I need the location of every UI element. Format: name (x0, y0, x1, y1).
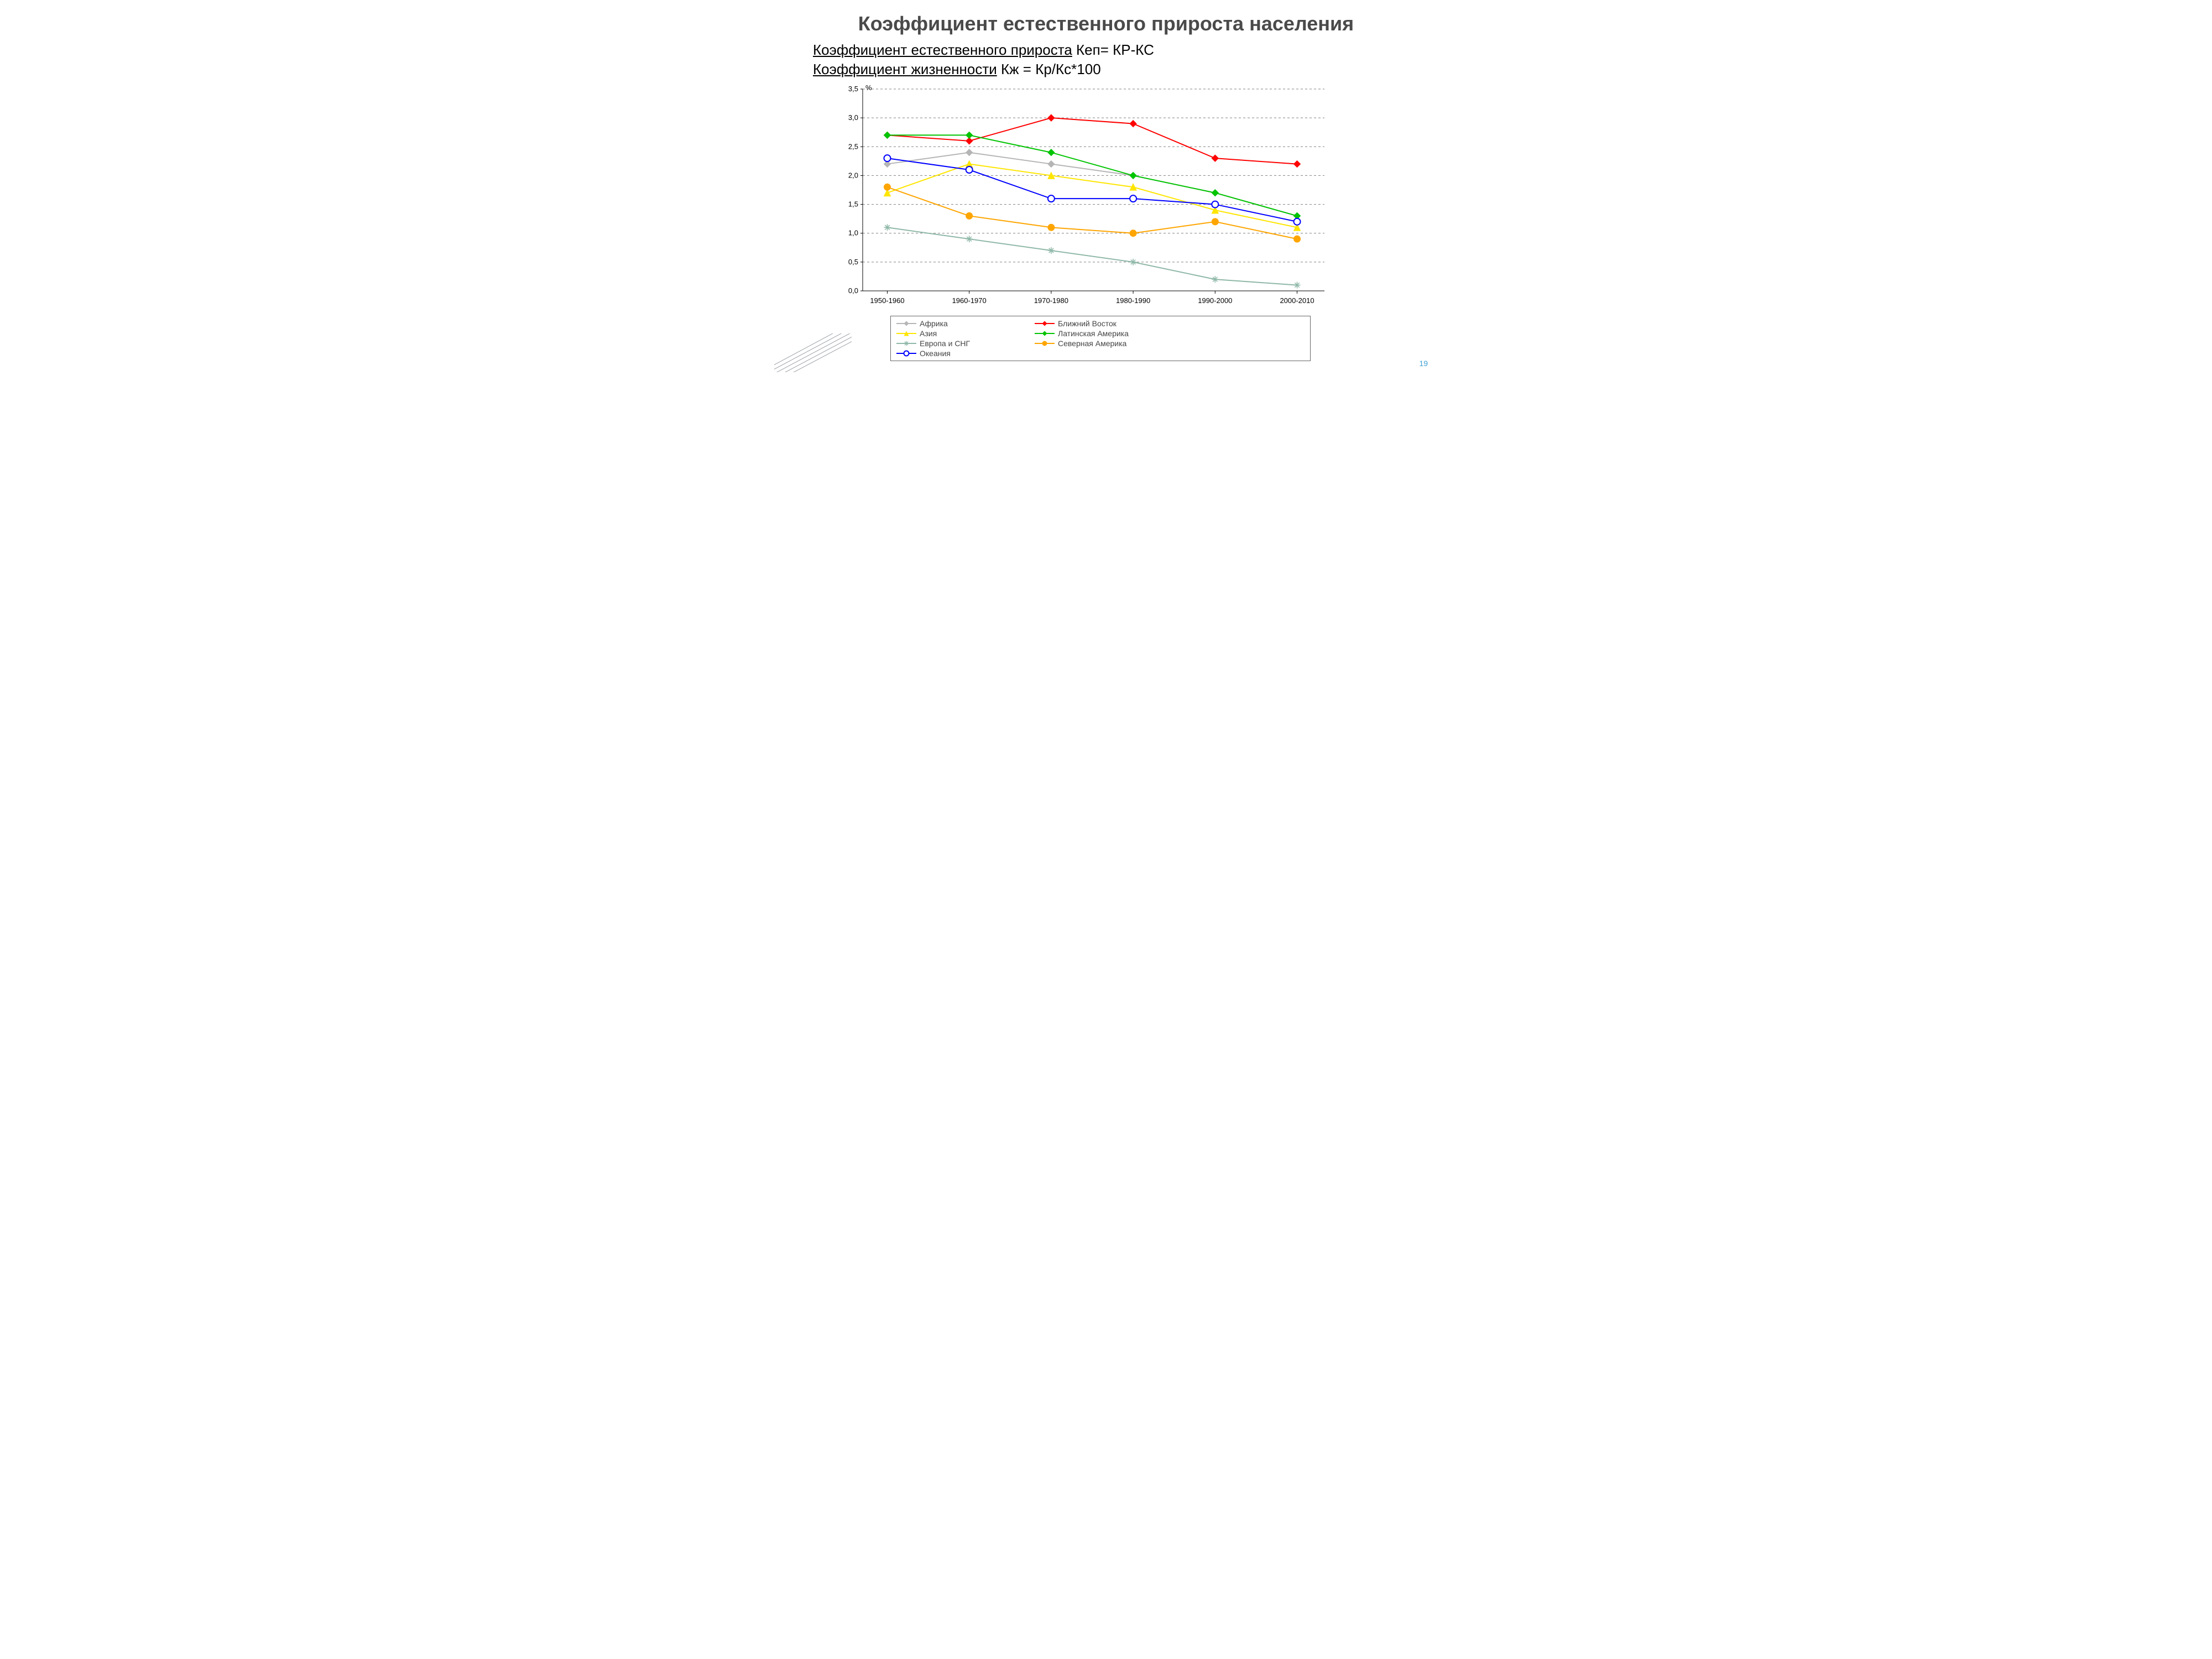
svg-text:2,0: 2,0 (848, 171, 858, 179)
formula-2-label: Коэффициент жизненности (813, 61, 997, 77)
series-Северная Америка (884, 184, 1300, 242)
legend-label: Латинская Америка (1058, 329, 1129, 338)
legend-item: Латинская Америка (1035, 328, 1173, 338)
legend-label: Европа и СНГ (920, 339, 970, 348)
legend-item: Азия (896, 328, 1035, 338)
formula-1-label: Коэффициент естественного прироста (813, 41, 1072, 58)
formula-2: Коэффициент жизненности Кж = Кр/Кс*100 (813, 61, 1416, 78)
legend-label: Африка (920, 319, 948, 328)
formula-1-expr: Кеп= КР-КС (1072, 41, 1154, 58)
series-Азия (884, 161, 1300, 231)
series-Ближний Восток (884, 114, 1300, 167)
page-number: 19 (1419, 359, 1428, 368)
legend-label: Океания (920, 349, 951, 358)
legend-item: Европа и СНГ (896, 338, 1035, 348)
legend-label: Ближний Восток (1058, 319, 1117, 328)
svg-text:1950-1960: 1950-1960 (870, 296, 904, 305)
legend-label: Северная Америка (1058, 339, 1126, 348)
formula-1: Коэффициент естественного прироста Кеп= … (813, 41, 1416, 59)
series-Латинская Америка (884, 132, 1300, 219)
legend-item: Океания (896, 348, 1035, 358)
svg-text:0,0: 0,0 (848, 286, 858, 295)
svg-text:1970-1980: 1970-1980 (1034, 296, 1068, 305)
svg-text:1990-2000: 1990-2000 (1198, 296, 1232, 305)
legend-item: Ближний Восток (1035, 319, 1173, 328)
formula-2-expr: Кж = Кр/Кс*100 (997, 61, 1101, 77)
svg-text:2000-2010: 2000-2010 (1280, 296, 1314, 305)
line-chart: 0,0 0,5 1,0 1,5 2,0 2,5 3,0 3,5% 1950-1960 1960-1… (830, 84, 1327, 310)
svg-text:2,5: 2,5 (848, 142, 858, 150)
svg-text:1980-1990: 1980-1990 (1116, 296, 1150, 305)
page-title: Коэффициент естественного прироста насел… (796, 11, 1416, 36)
legend-label: Азия (920, 329, 937, 338)
svg-text:3,5: 3,5 (848, 85, 858, 93)
chart-legend: Африка Ближний Восток Азия Латинская Америк… (890, 316, 1311, 361)
svg-text:%: % (865, 84, 872, 92)
svg-text:0,5: 0,5 (848, 258, 858, 266)
legend-item: Северная Америка (1035, 338, 1173, 348)
svg-text:1,5: 1,5 (848, 200, 858, 208)
svg-text:3,0: 3,0 (848, 113, 858, 122)
svg-text:1960-1970: 1960-1970 (952, 296, 987, 305)
series-Европа и СНГ (884, 224, 1300, 288)
chart-container: 0,0 0,5 1,0 1,5 2,0 2,5 3,0 3,5% 1950-1960 1960-1… (830, 84, 1416, 361)
legend-item: Африка (896, 319, 1035, 328)
svg-text:1,0: 1,0 (848, 229, 858, 237)
